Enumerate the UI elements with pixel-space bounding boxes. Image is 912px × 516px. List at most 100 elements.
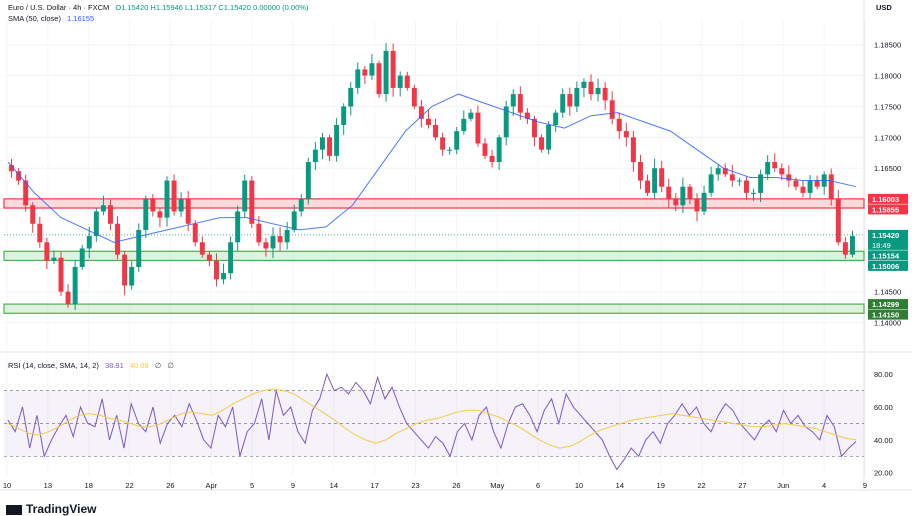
candle-body (482, 143, 488, 156)
candle-body (93, 211, 99, 237)
candle-body (72, 266, 78, 305)
candle-body (447, 149, 453, 151)
time-tick-label: Apr (205, 481, 217, 490)
time-tick-label: 26 (452, 481, 460, 490)
candle-body (475, 112, 481, 144)
sma-line (4, 93, 864, 243)
price-tick-label: 1.18500 (874, 41, 901, 50)
candle-body (213, 260, 219, 280)
time-tick-label: 23 (411, 481, 419, 490)
time-tick-label: 22 (125, 481, 133, 490)
candle-body (115, 223, 121, 255)
candle-body (807, 180, 813, 193)
candle-body (800, 186, 806, 193)
candle-body (595, 87, 601, 95)
candle-body (277, 236, 283, 243)
candle-body (107, 205, 113, 224)
candle-body (312, 149, 318, 163)
candle-body (185, 199, 191, 224)
candle-body (44, 242, 50, 261)
candle-body (440, 137, 446, 150)
price-zones (3, 198, 865, 314)
candle-body (645, 180, 651, 193)
candle-body (623, 131, 629, 138)
candle-body (327, 137, 333, 156)
rsi-tick-label: 20.00 (874, 469, 893, 478)
candle-body (37, 223, 43, 243)
symbol-legend: Euro / U.S. Dollar · 4h · FXCM O1.15420 … (8, 2, 312, 13)
rsi-tick-label: 80.00 (874, 370, 893, 379)
candle-body (129, 266, 135, 286)
candle-body (673, 199, 679, 206)
candle-body (23, 180, 29, 206)
candle-body (531, 118, 537, 138)
candle-body (842, 242, 848, 255)
candle-body (722, 168, 728, 175)
level-label-bg (868, 260, 908, 271)
sma-polyline (7, 93, 857, 243)
candle-body (546, 124, 552, 150)
candle-body (425, 118, 431, 125)
currency-label[interactable]: USD (876, 3, 892, 12)
candle-body (221, 273, 227, 280)
level-label: 1.14299 (872, 300, 899, 309)
candle-body (708, 174, 714, 193)
level-label-bg (868, 193, 908, 204)
time-tick-label: 26 (166, 481, 174, 490)
level-label: 1.16003 (872, 195, 899, 204)
candle-body (454, 131, 460, 150)
rsi-label: RSI (14, close, SMA, 14, 2) (8, 361, 99, 370)
symbol-title[interactable]: Euro / U.S. Dollar · 4h · FXCM (8, 3, 110, 12)
candle-body (701, 192, 707, 212)
logo-text: TradingView (26, 502, 97, 516)
sma-legend[interactable]: SMA (50, close) 1.16155 (8, 13, 98, 24)
tradingview-logo[interactable]: TradingView (6, 502, 96, 516)
candle-body (291, 211, 297, 230)
sma-label: SMA (50, close) (8, 14, 61, 23)
candle-body (178, 199, 184, 212)
candle-body (715, 168, 721, 175)
candle-body (58, 257, 64, 292)
candle-body (772, 162, 778, 169)
candle-body (602, 87, 608, 101)
level-label: 1.15420 (872, 231, 899, 240)
candle-body (242, 180, 248, 212)
candle-body (284, 229, 290, 243)
candle-body (793, 180, 799, 187)
candle-body (143, 199, 149, 230)
candle-body (814, 180, 820, 187)
time-tick-label: 13 (44, 481, 52, 490)
rsi-extra-2: ∅ (167, 361, 174, 370)
candle-body (687, 186, 693, 200)
candle-body (433, 124, 439, 138)
candle-body (680, 186, 686, 206)
level-label-bg (868, 204, 908, 215)
candle-body (849, 236, 855, 255)
support-zone (3, 250, 865, 262)
level-label: 1.15855 (872, 205, 899, 214)
candle-body (729, 174, 735, 181)
candle-body (369, 63, 375, 76)
level-label-bg (868, 299, 908, 310)
candle-body (270, 236, 276, 249)
time-axis: 10 13 18 22 26 Apr 5 9 14 17 23 26 May 6 10 14 19 22 27 Jun… (3, 481, 867, 490)
level-label-bg (868, 309, 908, 320)
candle-body (694, 199, 700, 212)
logo-mark-icon (6, 504, 22, 515)
candle-body (517, 94, 523, 113)
time-tick-label: 14 (330, 481, 338, 490)
candle-body (397, 75, 403, 88)
time-tick-label: 10 (3, 481, 11, 490)
candle-body (30, 205, 36, 224)
rsi-legend[interactable]: RSI (14, close, SMA, 14, 2) 38.91 40.09 … (8, 360, 178, 371)
candles (9, 43, 855, 311)
candle-body (503, 106, 509, 138)
candle-body (510, 94, 516, 107)
price-tick-label: 1.14500 (874, 288, 901, 297)
candle-body (16, 171, 22, 181)
support-zone (3, 303, 865, 314)
candle-body (164, 180, 170, 218)
candle-body (574, 87, 580, 107)
